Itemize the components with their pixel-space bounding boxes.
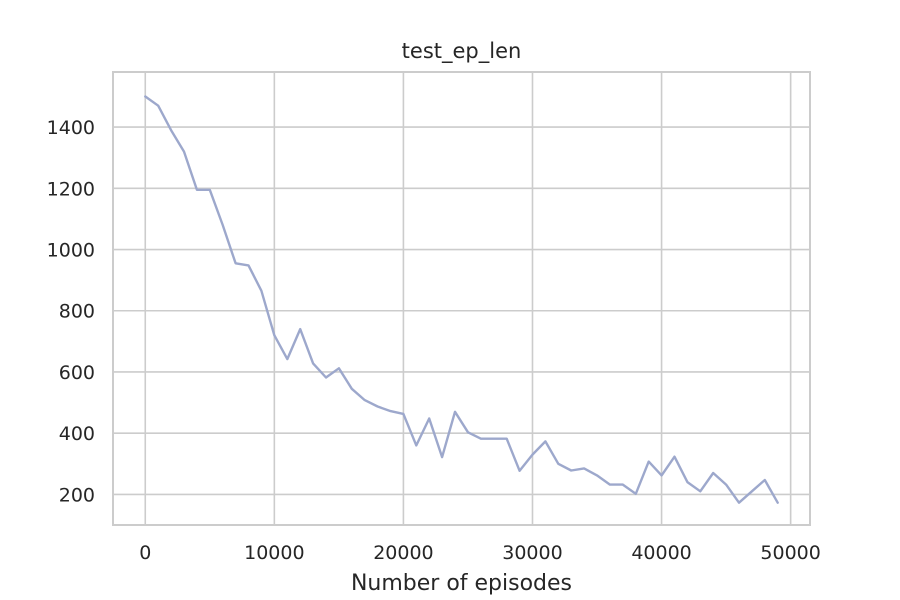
y-tick-label: 400	[59, 423, 95, 445]
y-tick-label: 800	[59, 301, 95, 323]
x-tick-label: 40000	[631, 542, 691, 564]
chart-title: test_ep_len	[402, 39, 522, 64]
x-tick-label: 10000	[244, 542, 304, 564]
x-tick-label: 30000	[502, 542, 562, 564]
x-tick-labels: 0 10000 20000 30000 40000 50000	[139, 542, 821, 564]
x-tick-label: 50000	[760, 542, 820, 564]
series-layer	[144, 95, 779, 504]
plot-frame	[112, 71, 811, 526]
y-tick-label: 1200	[47, 178, 95, 200]
x-axis-title: Number of episodes	[351, 571, 572, 596]
grid	[113, 72, 810, 525]
series-line	[144, 95, 779, 504]
y-tick-label: 1400	[47, 117, 95, 139]
y-tick-labels: 200 400 600 800 1000 1200 1400	[47, 117, 95, 506]
x-tick-label: 0	[139, 542, 151, 564]
y-tick-label: 1000	[47, 240, 95, 262]
y-tick-label: 200	[59, 484, 95, 506]
x-tick-label: 20000	[373, 542, 433, 564]
y-tick-label: 600	[59, 362, 95, 384]
